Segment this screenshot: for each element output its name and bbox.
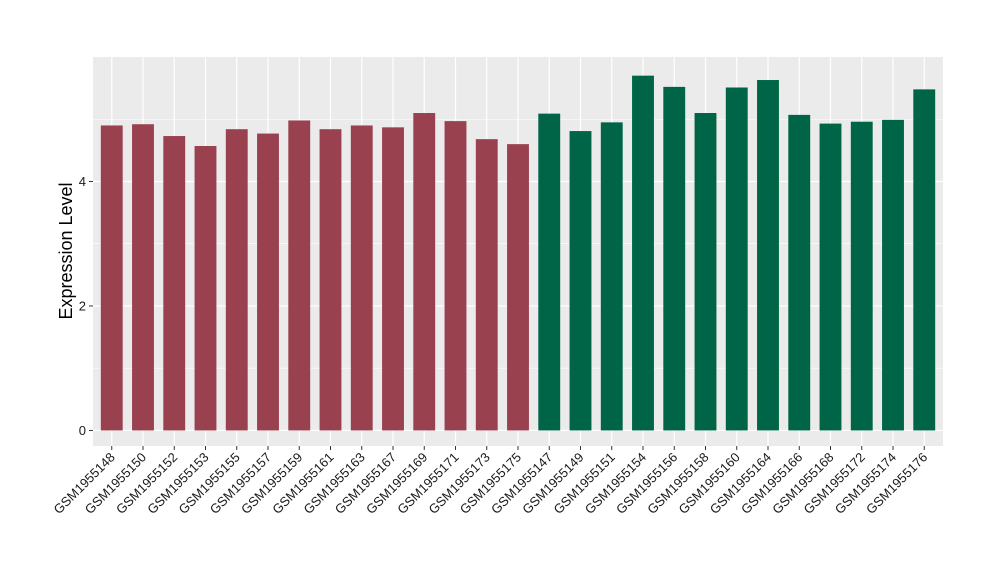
bar-GSM1955176 <box>913 89 936 431</box>
bar-GSM1955174 <box>882 119 904 431</box>
bar-GSM1955172 <box>850 121 873 431</box>
y-axis-title: Expression Level <box>56 182 76 319</box>
bar-GSM1955158 <box>694 113 717 431</box>
bar-GSM1955154 <box>632 75 654 431</box>
bar-GSM1955168 <box>819 123 842 431</box>
y-axis: 0 2 4 <box>79 174 93 438</box>
bar-GSM1955150 <box>132 124 154 431</box>
bar-GSM1955156 <box>663 86 686 431</box>
bar-GSM1955153 <box>194 146 217 431</box>
bar-GSM1955175 <box>507 144 529 431</box>
bar-GSM1955152 <box>163 136 186 431</box>
bar-GSM1955159 <box>288 120 311 431</box>
bar-GSM1955155 <box>225 129 248 431</box>
bar-GSM1955160 <box>725 87 748 431</box>
bar-GSM1955161 <box>319 129 342 431</box>
bar-GSM1955166 <box>788 114 811 431</box>
y-tick-label: 0 <box>79 423 86 438</box>
bar-GSM1955171 <box>444 121 467 431</box>
bar-GSM1955167 <box>382 127 404 431</box>
x-axis: GSM1955148GSM1955150GSM1955152GSM1955153… <box>51 446 930 517</box>
bar-GSM1955169 <box>413 113 436 431</box>
bar-GSM1955173 <box>475 139 498 431</box>
bar-GSM1955151 <box>600 122 623 431</box>
bar-GSM1955163 <box>350 125 373 431</box>
bars <box>100 75 936 431</box>
y-tick-label: 2 <box>79 298 86 313</box>
bar-GSM1955147 <box>538 113 561 431</box>
bar-GSM1955164 <box>757 80 779 431</box>
y-tick-label: 4 <box>79 174 86 189</box>
bar-GSM1955148 <box>100 125 123 431</box>
bar-GSM1955149 <box>569 131 592 431</box>
bar-GSM1955157 <box>257 133 279 431</box>
